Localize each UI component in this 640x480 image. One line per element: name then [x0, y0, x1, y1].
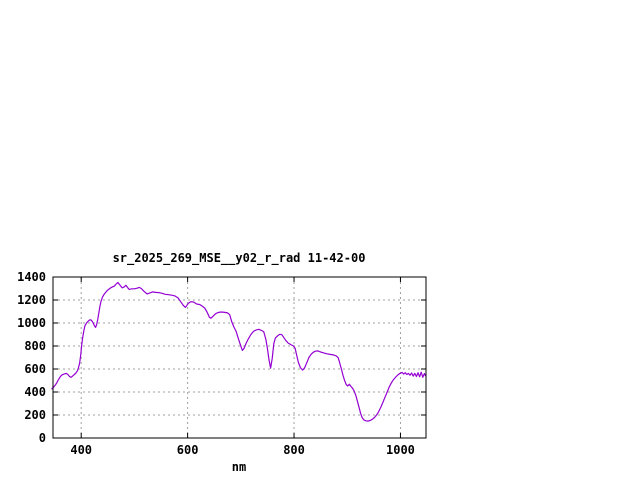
svg-text:400: 400	[70, 443, 92, 457]
svg-text:600: 600	[177, 443, 199, 457]
svg-text:800: 800	[24, 339, 46, 353]
axis-ticks	[53, 276, 426, 439]
svg-text:800: 800	[283, 443, 305, 457]
svg-text:1000: 1000	[386, 443, 415, 457]
x-axis-label: nm	[232, 460, 246, 474]
svg-text:1200: 1200	[17, 293, 46, 307]
svg-text:1400: 1400	[17, 270, 46, 284]
svg-text:200: 200	[24, 408, 46, 422]
svg-text:400: 400	[24, 385, 46, 399]
spectrum-line	[51, 281, 427, 422]
svg-text:600: 600	[24, 362, 46, 376]
grid-lines	[53, 277, 426, 438]
tick-labels: 400 600 800 1000 0 200 400 600 800 1000 1200 1400	[17, 270, 415, 457]
plot-border	[52, 276, 427, 439]
chart-title: sr_2025_269_MSE__y02_r_rad 11-42-00	[113, 251, 366, 266]
svg-text:1000: 1000	[17, 316, 46, 330]
svg-text:0: 0	[39, 431, 46, 445]
